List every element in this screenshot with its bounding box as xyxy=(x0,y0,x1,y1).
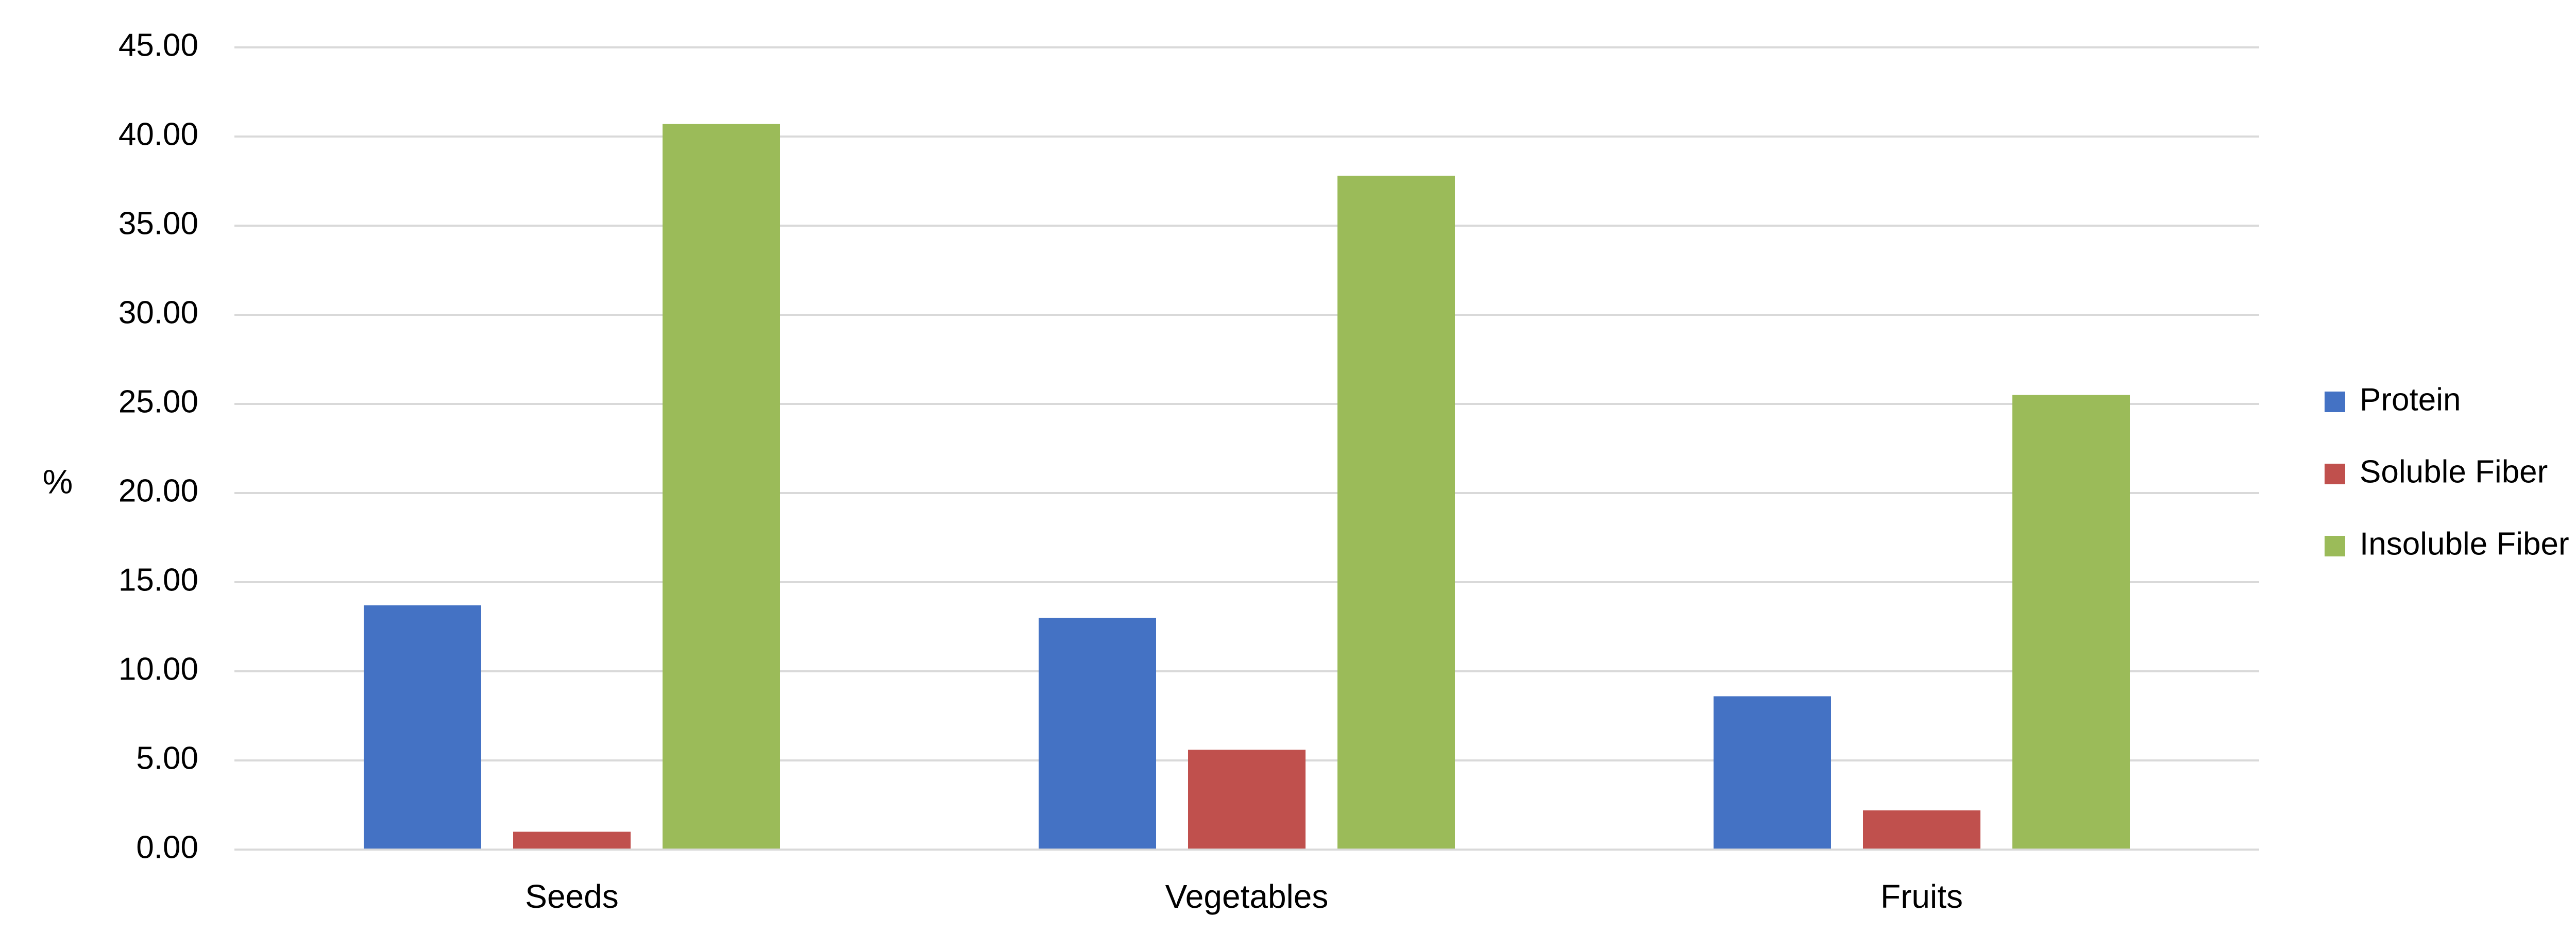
legend-label: Protein xyxy=(2360,382,2461,417)
bar-insoluble-fiber-seeds xyxy=(663,124,780,850)
y-tick-label: 15.00 xyxy=(118,562,198,598)
bar-protein-fruits xyxy=(1714,696,1831,850)
axes: 0.00 5.00 10.00 15.00 20.00 25.00 30.00 35.00 40… xyxy=(118,27,2259,915)
legend-swatch xyxy=(2325,392,2345,412)
gridlines xyxy=(234,46,2259,851)
bar-protein-vegetables xyxy=(1039,618,1156,850)
bar-protein-seeds xyxy=(364,605,481,850)
legend-label: Soluble Fiber xyxy=(2360,454,2548,489)
y-tick-label: 25.00 xyxy=(118,384,198,419)
y-tick-label: 0.00 xyxy=(136,829,198,865)
bar-insoluble-fiber-fruits xyxy=(2012,395,2130,850)
y-axis-label: % xyxy=(43,462,73,500)
bars xyxy=(364,124,2130,850)
y-tick-label: 45.00 xyxy=(118,27,198,63)
legend-label: Insoluble Fiber xyxy=(2360,526,2569,562)
y-tick-label: 5.00 xyxy=(136,740,198,776)
legend-swatch xyxy=(2325,536,2345,556)
y-tick-label: 20.00 xyxy=(118,473,198,509)
bar-soluble-fiber-fruits xyxy=(1863,810,1980,850)
x-tick-label: Seeds xyxy=(525,878,618,915)
legend-swatch xyxy=(2325,464,2345,484)
bar-soluble-fiber-seeds xyxy=(513,832,631,850)
y-tick-label: 30.00 xyxy=(118,295,198,330)
bar-soluble-fiber-vegetables xyxy=(1188,750,1306,850)
y-tick-label: 35.00 xyxy=(118,206,198,241)
y-tick-label: 10.00 xyxy=(118,651,198,687)
x-tick-label: Fruits xyxy=(1880,878,1963,915)
x-tick-label: Vegetables xyxy=(1165,878,1329,915)
y-tick-label: 40.00 xyxy=(118,116,198,152)
legend: Protein Soluble Fiber Insoluble Fiber xyxy=(2325,382,2569,562)
bar-insoluble-fiber-vegetables xyxy=(1337,176,1455,850)
